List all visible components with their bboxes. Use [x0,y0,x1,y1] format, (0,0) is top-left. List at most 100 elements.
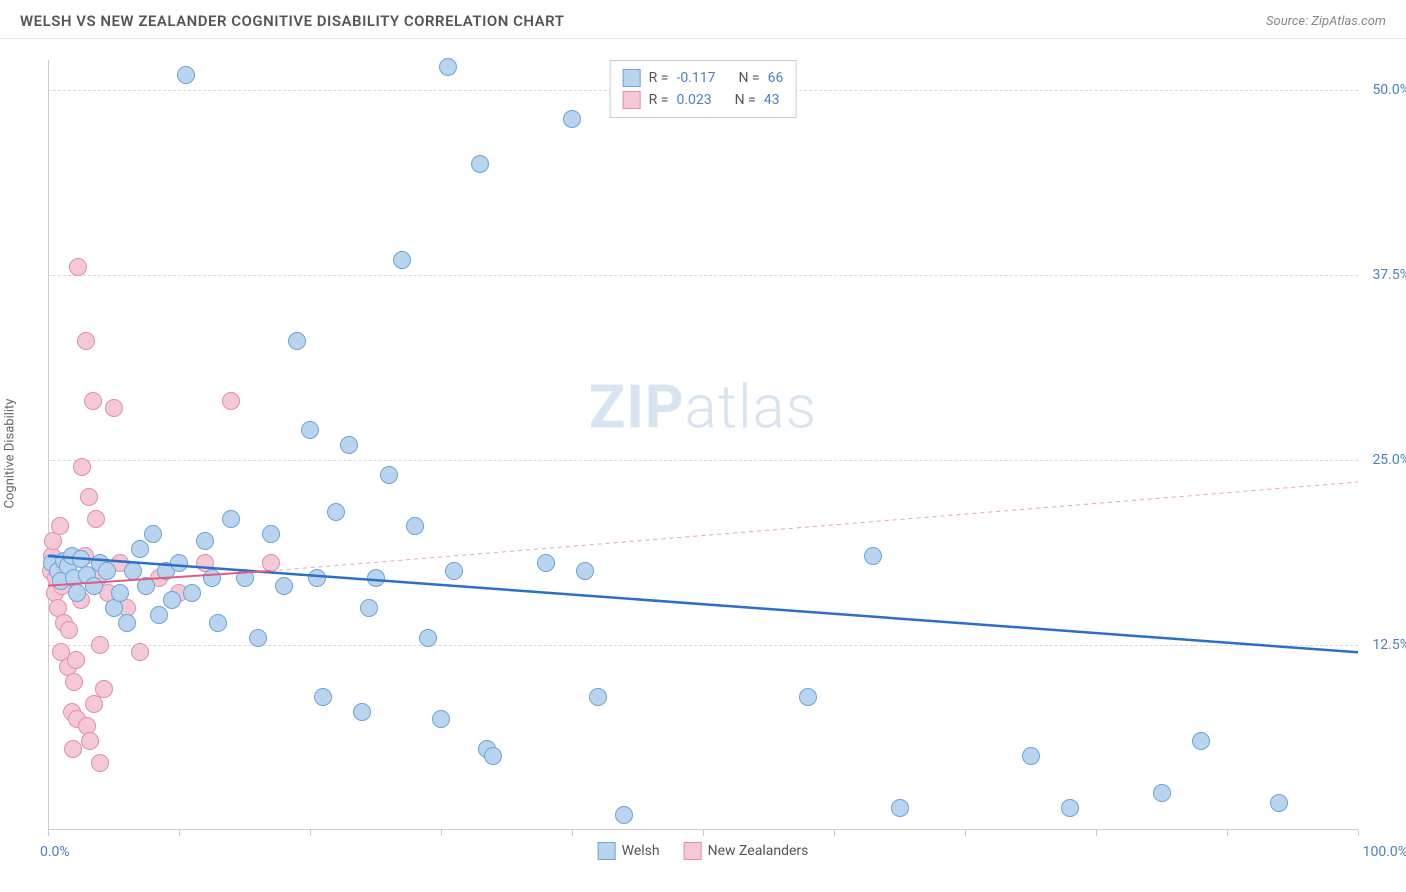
data-point [87,510,105,528]
x-tick [310,830,311,836]
chart-title: WELSH VS NEW ZEALANDER COGNITIVE DISABIL… [20,12,564,30]
y-axis-line [48,60,49,830]
x-axis-max-label: 100.0% [1363,844,1406,860]
data-point [275,577,293,595]
y-tick-label: 37.5% [1372,267,1406,283]
legend-swatch [598,842,616,860]
data-point [77,332,95,350]
legend-r-value: 0.023 [676,92,711,108]
data-point [576,562,594,580]
data-point [445,562,463,580]
data-point [262,554,280,572]
x-tick [572,830,573,836]
data-point [85,577,103,595]
data-point [314,688,332,706]
data-point [799,688,817,706]
source-attribution: Source: ZipAtlas.com [1266,14,1386,29]
data-point [340,436,358,454]
data-point [150,606,168,624]
legend-r-value: -0.117 [676,70,715,86]
legend-item: New Zealanders [684,842,809,860]
data-point [249,629,267,647]
data-point [84,392,102,410]
y-tick-label: 25.0% [1372,452,1406,468]
data-point [262,525,280,543]
y-axis-label: Cognitive Disability [3,399,18,509]
legend-n-label: N = [735,92,756,108]
legend-label: New Zealanders [708,843,809,859]
data-point [68,584,86,602]
data-point [891,799,909,817]
data-point [222,392,240,410]
legend-swatch [684,842,702,860]
legend-label: Welsh [622,843,660,859]
x-tick [1227,830,1228,836]
series-legend: Welsh New Zealanders [598,842,809,860]
data-point [124,562,142,580]
data-point [484,747,502,765]
y-tick-label: 50.0% [1372,82,1406,98]
data-point [80,488,98,506]
data-point [60,621,78,639]
data-point [203,569,221,587]
data-point [163,591,181,609]
data-point [432,710,450,728]
data-point [111,584,129,602]
gridline [48,275,1358,276]
data-point [563,110,581,128]
data-point [64,740,82,758]
x-axis-min-label: 0.0% [40,844,70,860]
data-point [144,525,162,543]
data-point [360,599,378,617]
data-point [393,251,411,269]
data-point [406,517,424,535]
data-point [69,258,87,276]
data-point [131,540,149,558]
data-point [419,629,437,647]
x-tick [1096,830,1097,836]
data-point [327,503,345,521]
scatter-plot: 12.5%25.0%37.5%50.0% [48,60,1358,830]
data-point [81,732,99,750]
data-point [131,643,149,661]
data-point [1061,799,1079,817]
data-point [177,66,195,84]
data-point [301,421,319,439]
data-point [222,510,240,528]
data-point [1153,784,1171,802]
legend-r-label: R = [649,92,669,108]
data-point [209,614,227,632]
data-point [367,569,385,587]
y-tick-label: 12.5% [1372,637,1406,653]
data-point [73,458,91,476]
data-point [95,680,113,698]
data-point [98,562,116,580]
legend-n-value: 66 [768,70,784,86]
legend-row: R =-0.117 N =66 [623,67,784,89]
legend-row: R =0.023 N =43 [623,89,784,111]
x-tick [703,830,704,836]
data-point [91,636,109,654]
x-tick [48,830,49,836]
data-point [471,155,489,173]
data-point [1022,747,1040,765]
data-point [380,466,398,484]
legend-item: Welsh [598,842,660,860]
x-tick [834,830,835,836]
data-point [65,673,83,691]
data-point [308,569,326,587]
header-bar: WELSH VS NEW ZEALANDER COGNITIVE DISABIL… [0,0,1406,39]
data-point [353,703,371,721]
data-point [183,584,201,602]
data-point [589,688,607,706]
x-tick [1358,830,1359,836]
data-point [196,532,214,550]
x-tick [179,830,180,836]
legend-swatch [623,69,641,87]
data-point [615,806,633,824]
legend-n-label: N = [738,70,759,86]
data-point [170,554,188,572]
data-point [118,614,136,632]
gridline [48,460,1358,461]
x-tick [441,830,442,836]
